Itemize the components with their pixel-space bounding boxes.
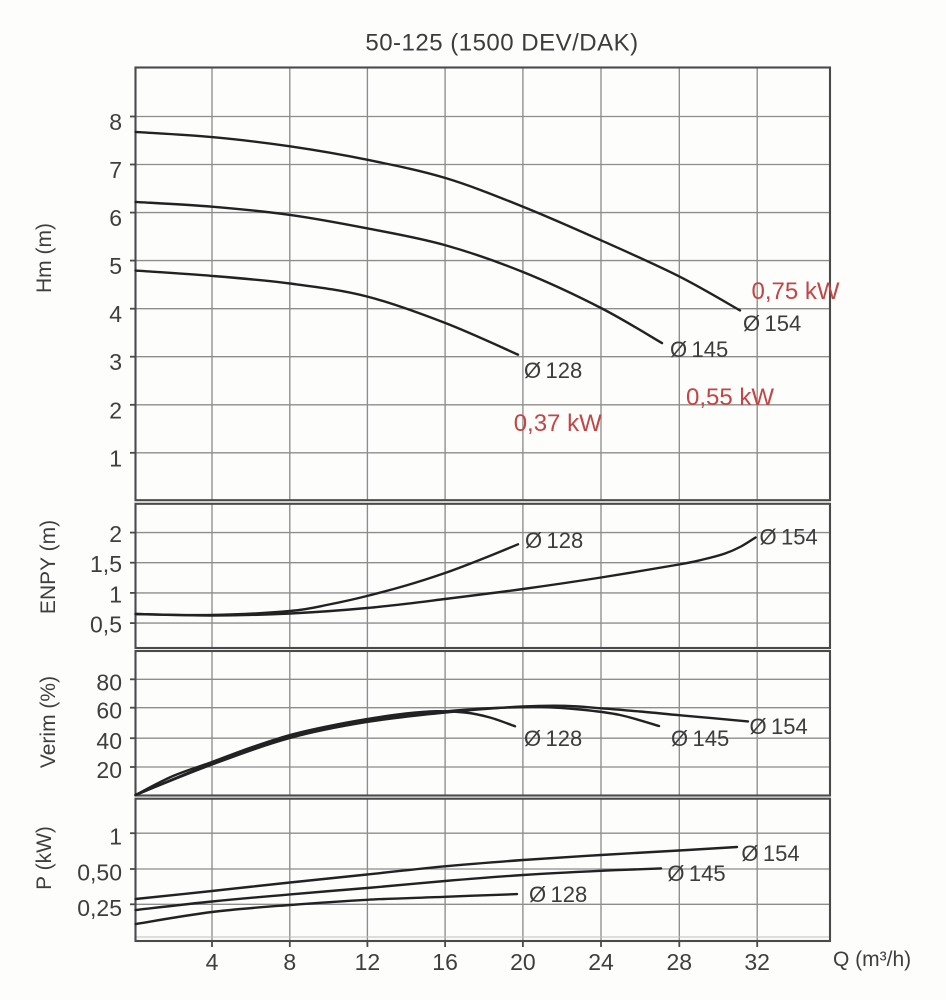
svg-text:Ø 128: Ø 128 — [525, 528, 583, 553]
svg-text:0,50: 0,50 — [77, 860, 122, 886]
svg-text:Hm (m): Hm (m) — [33, 223, 56, 293]
svg-text:5: 5 — [109, 253, 122, 279]
svg-text:4: 4 — [109, 301, 122, 327]
svg-text:0,25: 0,25 — [77, 895, 122, 921]
svg-text:2: 2 — [109, 397, 122, 423]
svg-text:1: 1 — [109, 581, 122, 607]
svg-text:28: 28 — [667, 949, 693, 975]
svg-text:Ø 128: Ø 128 — [524, 726, 582, 751]
svg-text:8: 8 — [283, 949, 296, 975]
svg-text:Ø 145: Ø 145 — [671, 726, 729, 751]
svg-text:20: 20 — [96, 757, 122, 783]
svg-text:8: 8 — [109, 109, 122, 135]
svg-text:Ø 154: Ø 154 — [750, 714, 808, 739]
svg-text:P (kW): P (kW) — [33, 826, 56, 890]
svg-text:0,55 kW: 0,55 kW — [686, 384, 774, 411]
svg-text:50-125 (1500 DEV/DAK): 50-125 (1500 DEV/DAK) — [365, 30, 638, 57]
svg-text:Ø 154: Ø 154 — [743, 311, 801, 336]
svg-text:4: 4 — [206, 949, 219, 975]
svg-text:Verim (%): Verim (%) — [37, 676, 60, 768]
svg-text:2: 2 — [109, 521, 122, 547]
svg-text:60: 60 — [96, 698, 122, 724]
svg-text:0,75 kW: 0,75 kW — [752, 278, 840, 305]
svg-text:ENPY (m): ENPY (m) — [37, 520, 60, 614]
svg-text:6: 6 — [109, 205, 122, 231]
svg-text:Ø 145: Ø 145 — [670, 337, 728, 362]
svg-text:80: 80 — [96, 669, 122, 695]
svg-text:1: 1 — [109, 824, 122, 850]
svg-text:0,37 kW: 0,37 kW — [514, 410, 602, 437]
svg-text:40: 40 — [96, 728, 122, 754]
svg-text:16: 16 — [432, 949, 458, 975]
svg-text:20: 20 — [510, 949, 536, 975]
svg-text:1: 1 — [109, 445, 122, 471]
svg-text:12: 12 — [355, 949, 381, 975]
svg-text:Ø 154: Ø 154 — [741, 841, 799, 866]
svg-text:0,5: 0,5 — [90, 612, 122, 638]
svg-text:1,5: 1,5 — [90, 551, 122, 577]
svg-text:Ø 128: Ø 128 — [524, 358, 582, 383]
svg-text:Q (m³/h): Q (m³/h) — [833, 948, 911, 971]
svg-text:32: 32 — [744, 949, 770, 975]
svg-text:Ø 145: Ø 145 — [667, 861, 725, 886]
svg-text:Ø 154: Ø 154 — [760, 525, 818, 550]
svg-text:24: 24 — [588, 949, 614, 975]
svg-text:7: 7 — [109, 157, 122, 183]
svg-text:Ø 128: Ø 128 — [529, 882, 587, 907]
svg-text:3: 3 — [109, 349, 122, 375]
